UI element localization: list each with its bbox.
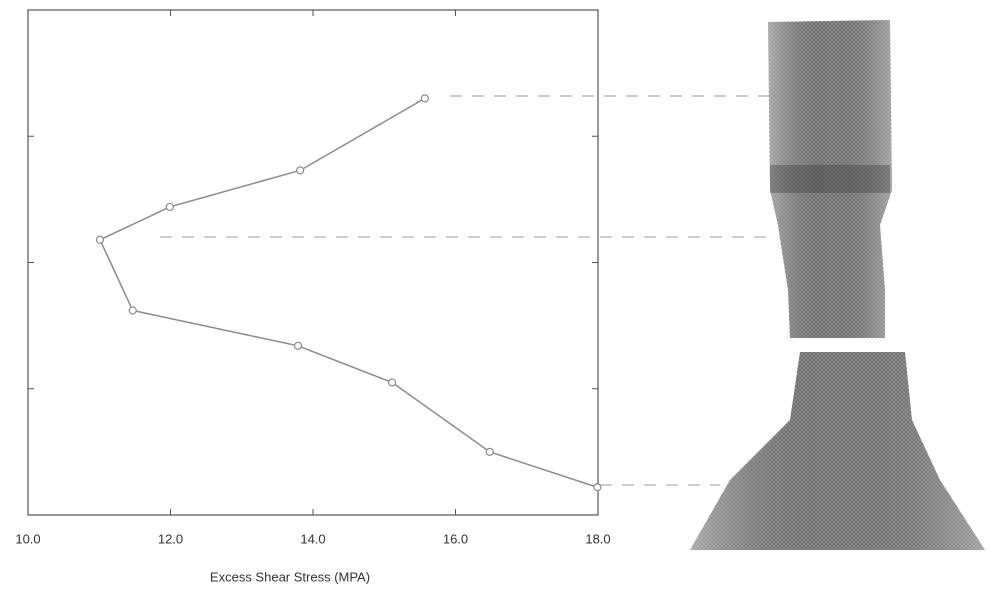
data-point <box>296 166 305 175</box>
x-tick-label: 14.0 <box>300 531 325 546</box>
guide-lines <box>160 95 770 486</box>
data-point <box>95 235 105 244</box>
data-point <box>293 341 303 350</box>
data-point <box>165 202 174 212</box>
data-point <box>593 483 602 492</box>
x-tick-label: 10.0 <box>15 531 40 546</box>
x-axis-label: Excess Shear Stress (MPA) <box>210 569 370 584</box>
x-tick-label: 12.0 <box>158 531 183 546</box>
x-tick-label: 16.0 <box>443 531 468 546</box>
data-line <box>98 97 598 488</box>
specimen <box>690 20 985 550</box>
data-point <box>420 94 429 103</box>
x-tick-label: 18.0 <box>585 531 610 546</box>
plot-frame <box>27 9 599 516</box>
data-point <box>485 447 494 456</box>
data-point <box>128 306 137 315</box>
data-point <box>387 378 397 387</box>
